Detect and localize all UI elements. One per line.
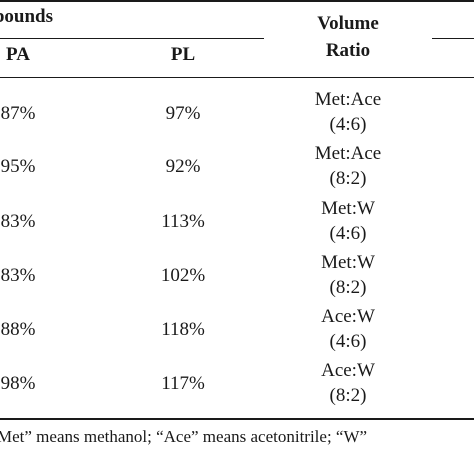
- pl-cell: 118%: [161, 319, 205, 340]
- ratio-cell-line1: Ace:W: [321, 360, 375, 381]
- bottom-rule: [0, 418, 474, 420]
- group-header: mpounds: [0, 6, 53, 27]
- pl-cell: 117%: [161, 373, 205, 394]
- pa-cell: 88%: [0, 319, 36, 340]
- top-rule: [0, 0, 474, 2]
- pa-cell: 83%: [0, 265, 36, 286]
- pl-header: PL: [170, 44, 196, 65]
- ratio-cell-line2: (4:6): [329, 331, 367, 352]
- ratio-cell-line2: (8:2): [329, 277, 367, 298]
- pl-cell: 102%: [160, 265, 206, 286]
- ratio-cell-line1: Ace:W: [321, 306, 375, 327]
- pa-cell: 98%: [0, 373, 36, 394]
- pa-cell: 87%: [0, 103, 36, 124]
- ratio-header-line2: Ratio: [325, 40, 371, 61]
- table-footnote: Met” means methanol; “Ace” means acetoni…: [0, 427, 368, 446]
- pl-cell: 113%: [161, 211, 205, 232]
- ratio-cell-line1: Met:W: [321, 198, 375, 219]
- ratio-cell-line1: Met:Ace: [314, 89, 382, 110]
- ratio-cell-line2: (8:2): [329, 168, 367, 189]
- ratio-cell-line2: (4:6): [329, 114, 367, 135]
- ratio-cell-line2: (4:6): [329, 223, 367, 244]
- ratio-cell-line1: Met:W: [321, 252, 375, 273]
- group-header-rule: [0, 38, 264, 39]
- right-header-rule: [432, 38, 474, 39]
- ratio-cell-line1: Met:Ace: [314, 143, 382, 164]
- pl-cell: 92%: [165, 156, 201, 177]
- header-bottom-rule: [0, 77, 474, 78]
- ratio-header-line1: Volume: [317, 13, 379, 34]
- pl-cell: 97%: [165, 103, 201, 124]
- pa-cell: 83%: [0, 211, 36, 232]
- ratio-cell-line2: (8:2): [329, 385, 367, 406]
- pa-header: PA: [6, 44, 30, 65]
- pa-cell: 95%: [0, 156, 36, 177]
